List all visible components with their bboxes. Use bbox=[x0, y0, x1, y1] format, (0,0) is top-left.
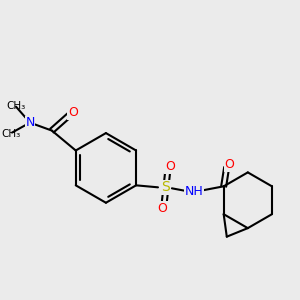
Text: O: O bbox=[68, 106, 78, 119]
Text: O: O bbox=[225, 158, 235, 171]
Text: CH₃: CH₃ bbox=[6, 101, 26, 111]
Text: O: O bbox=[165, 160, 175, 173]
Text: S: S bbox=[162, 180, 170, 194]
Text: CH₃: CH₃ bbox=[2, 129, 21, 139]
Text: O: O bbox=[157, 202, 167, 215]
Text: NH: NH bbox=[184, 185, 203, 198]
Text: N: N bbox=[25, 116, 35, 129]
